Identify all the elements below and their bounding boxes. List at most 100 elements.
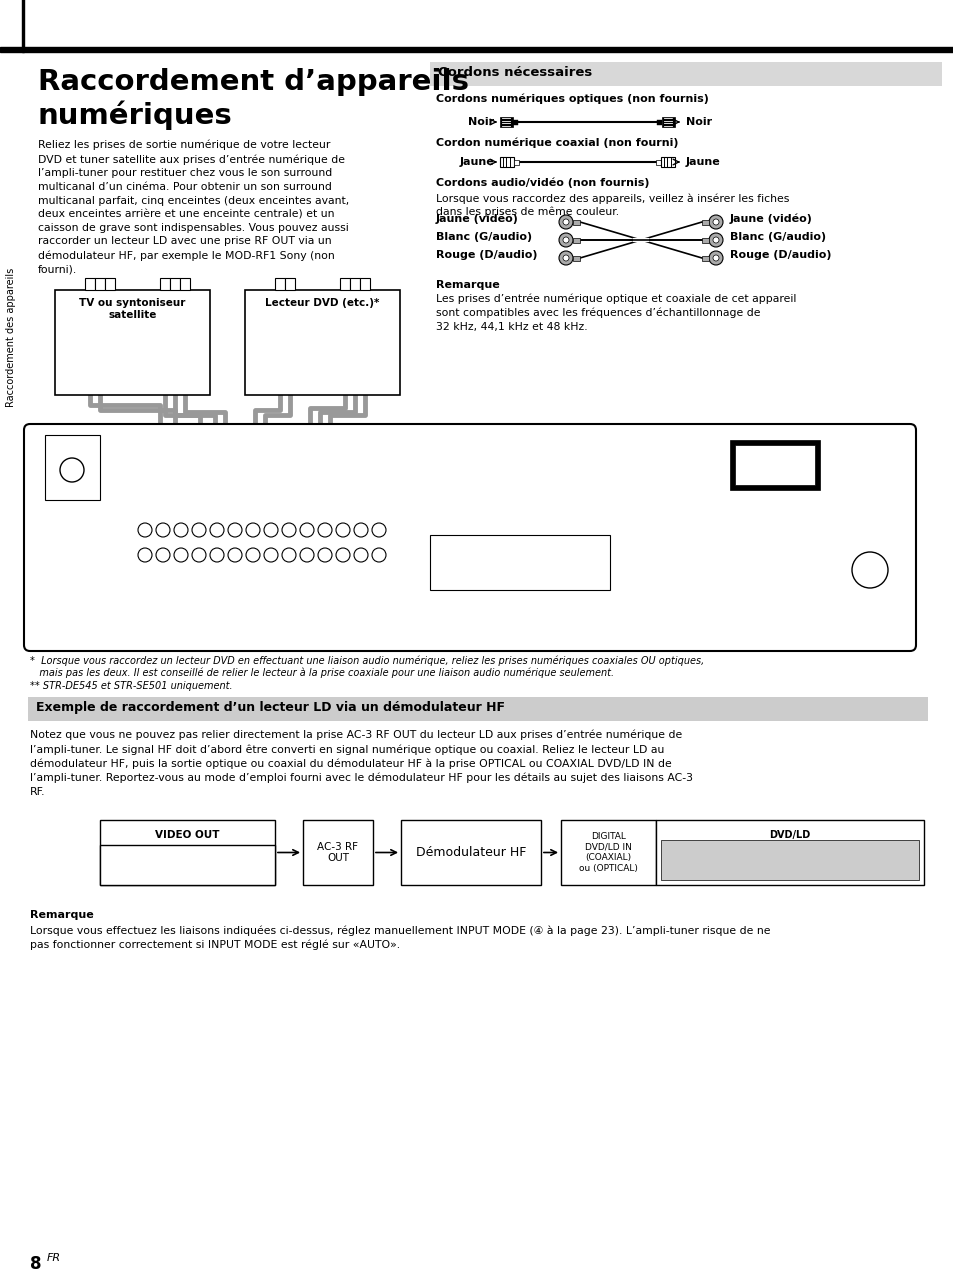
Circle shape <box>228 524 242 538</box>
Circle shape <box>299 524 314 538</box>
Text: Blanc (G/audio): Blanc (G/audio) <box>729 232 825 242</box>
Circle shape <box>173 548 188 562</box>
Circle shape <box>317 524 332 538</box>
Circle shape <box>712 255 719 261</box>
Text: Raccordement des appareils: Raccordement des appareils <box>6 268 16 406</box>
Text: Jaune (vidéo): Jaune (vidéo) <box>729 214 812 224</box>
Bar <box>660 157 675 167</box>
Circle shape <box>562 255 568 261</box>
Text: Blanc (G/audio): Blanc (G/audio) <box>436 232 532 242</box>
Text: FR: FR <box>47 1254 61 1263</box>
Circle shape <box>192 524 206 538</box>
Text: Notez que vous ne pouvez pas relier directement la prise AC-3 RF OUT du lecteur : Notez que vous ne pouvez pas relier dire… <box>30 730 692 798</box>
Text: Lorsque vous raccordez des appareils, veillez à insérer les fiches
dans les pris: Lorsque vous raccordez des appareils, ve… <box>436 192 788 218</box>
Circle shape <box>712 237 719 243</box>
Bar <box>0 0 22 52</box>
Text: Raccordement d’appareils: Raccordement d’appareils <box>38 68 469 96</box>
Text: Remarque: Remarque <box>30 910 93 920</box>
Text: ** STR-DE545 et STR-SE501 uniquement.: ** STR-DE545 et STR-SE501 uniquement. <box>30 682 233 691</box>
Bar <box>28 697 927 721</box>
Circle shape <box>60 457 84 482</box>
Circle shape <box>156 524 170 538</box>
Bar <box>514 159 518 164</box>
Circle shape <box>282 524 295 538</box>
Bar <box>100 820 274 885</box>
Text: AC-3 RF
OUT: AC-3 RF OUT <box>317 842 358 864</box>
Circle shape <box>335 524 350 538</box>
FancyBboxPatch shape <box>24 424 915 651</box>
Circle shape <box>708 233 722 247</box>
Bar <box>285 278 294 290</box>
Bar <box>701 237 708 242</box>
Text: DVD/LD
VIDEO IN: DVD/LD VIDEO IN <box>764 829 814 851</box>
Bar <box>701 219 708 224</box>
Bar <box>430 62 941 87</box>
Text: 8: 8 <box>30 1255 42 1273</box>
Bar <box>95 278 105 290</box>
Bar <box>660 840 918 880</box>
Bar <box>100 845 274 885</box>
Text: Cordons audio/vidéo (non fournis): Cordons audio/vidéo (non fournis) <box>436 178 649 189</box>
Bar <box>656 820 923 885</box>
Text: mais pas les deux. Il est conseillé de relier le lecteur à la prise coaxiale pou: mais pas les deux. Il est conseillé de r… <box>30 668 614 679</box>
Circle shape <box>299 548 314 562</box>
Bar <box>22 0 24 52</box>
Text: Jaune: Jaune <box>685 157 720 167</box>
Circle shape <box>708 251 722 265</box>
Text: Les prises d’entrée numérique optique et coaxiale de cet appareil
sont compatibl: Les prises d’entrée numérique optique et… <box>436 294 796 331</box>
Circle shape <box>246 524 260 538</box>
Text: Exemple de raccordement d’un lecteur LD via un démodulateur HF: Exemple de raccordement d’un lecteur LD … <box>36 701 504 713</box>
Circle shape <box>138 524 152 538</box>
Bar <box>573 237 579 242</box>
Circle shape <box>173 524 188 538</box>
Bar <box>499 157 514 167</box>
Circle shape <box>192 548 206 562</box>
Text: Cordons numériques optiques (non fournis): Cordons numériques optiques (non fournis… <box>436 94 708 104</box>
Circle shape <box>246 548 260 562</box>
Bar <box>180 278 190 290</box>
Circle shape <box>372 524 386 538</box>
Text: Lecteur LD: Lecteur LD <box>153 859 221 871</box>
Text: Noir: Noir <box>467 117 494 127</box>
Circle shape <box>264 524 277 538</box>
Bar <box>105 278 115 290</box>
Text: Remarque: Remarque <box>436 280 499 290</box>
Bar <box>400 820 540 885</box>
Circle shape <box>708 215 722 229</box>
Bar <box>0 47 953 52</box>
Circle shape <box>228 548 242 562</box>
Circle shape <box>138 548 152 562</box>
Bar <box>85 278 95 290</box>
Bar <box>350 278 359 290</box>
Circle shape <box>562 219 568 225</box>
Text: Reliez les prises de sortie numérique de votre lecteur
DVD et tuner satellite au: Reliez les prises de sortie numérique de… <box>38 140 349 274</box>
Circle shape <box>354 548 368 562</box>
Text: Cordon numérique coaxial (non fourni): Cordon numérique coaxial (non fourni) <box>436 138 678 148</box>
Circle shape <box>558 251 573 265</box>
Bar <box>513 120 517 125</box>
Circle shape <box>558 233 573 247</box>
Text: numériques: numériques <box>38 99 233 130</box>
Bar <box>560 820 656 885</box>
Text: Lecteur DVD (etc.)*: Lecteur DVD (etc.)* <box>265 298 379 308</box>
Text: VIDEO OUT: VIDEO OUT <box>155 829 219 840</box>
Bar <box>499 117 513 127</box>
Bar <box>734 445 814 485</box>
Bar <box>656 159 660 164</box>
Bar <box>573 256 579 260</box>
Circle shape <box>562 237 568 243</box>
Circle shape <box>712 219 719 225</box>
Bar <box>55 290 210 395</box>
Bar <box>245 290 399 395</box>
Bar <box>657 120 661 125</box>
Bar <box>160 278 170 290</box>
Text: Jaune (vidéo): Jaune (vidéo) <box>436 214 518 224</box>
Text: Noir: Noir <box>685 117 711 127</box>
Circle shape <box>282 548 295 562</box>
Circle shape <box>335 548 350 562</box>
Bar <box>274 278 285 290</box>
Text: Rouge (D/audio): Rouge (D/audio) <box>729 250 831 260</box>
Circle shape <box>354 524 368 538</box>
Circle shape <box>156 548 170 562</box>
Text: *  Lorsque vous raccordez un lecteur DVD en effectuant une liaison audio numériq: * Lorsque vous raccordez un lecteur DVD … <box>30 655 703 665</box>
